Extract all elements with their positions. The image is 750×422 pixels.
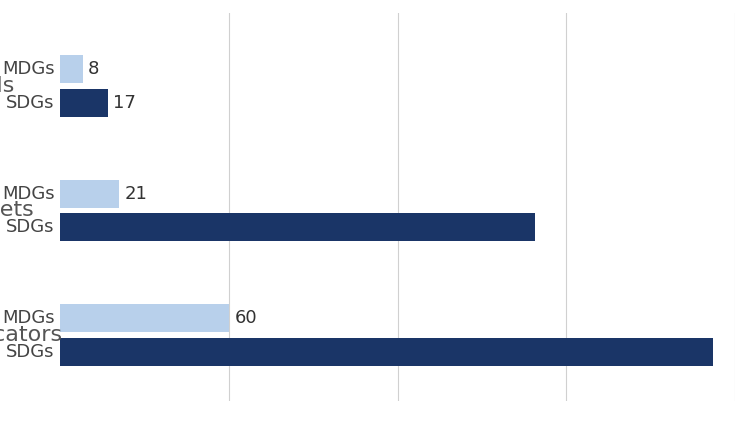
Text: 60: 60 [234, 309, 257, 327]
Bar [60, 304, 229, 332]
Text: 8: 8 [88, 60, 100, 78]
Text: Targets: Targets [0, 200, 34, 220]
Bar [60, 89, 108, 116]
Bar [60, 214, 536, 241]
Text: Indicators: Indicators [0, 325, 63, 345]
Bar [60, 55, 82, 83]
Text: SDGs: SDGs [6, 94, 54, 112]
Text: 21: 21 [124, 184, 148, 203]
Text: SDGs: SDGs [6, 218, 54, 236]
Text: Goals: Goals [0, 76, 16, 96]
Text: MDGs: MDGs [2, 60, 54, 78]
Text: SDGs: SDGs [6, 343, 54, 361]
Text: 17: 17 [113, 94, 136, 112]
Text: MDGs: MDGs [2, 309, 54, 327]
Bar [60, 180, 119, 208]
Bar [60, 338, 712, 366]
Text: MDGs: MDGs [2, 184, 54, 203]
